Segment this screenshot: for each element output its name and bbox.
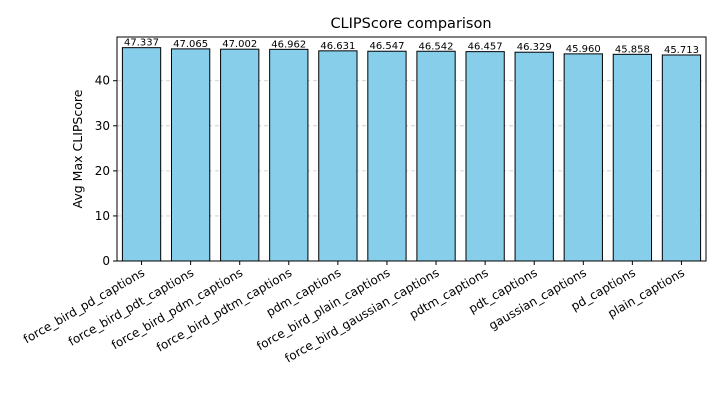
x-axis: force_bird_pd_captionsforce_bird_pdt_cap… [21, 261, 687, 365]
bar [121, 47, 162, 262]
bars [121, 47, 702, 262]
bar-value-label: 47.002 [222, 39, 257, 50]
value-labels: 47.337 47.065 47.002 46.962 46.631 46.547 46.5… [124, 38, 699, 56]
y-tick-label: 10 [95, 209, 110, 223]
bar [514, 51, 554, 262]
y-axis-label: Avg Max CLIPScore [70, 89, 85, 208]
bar-value-label: 46.547 [369, 41, 404, 52]
bar-value-label: 45.713 [664, 45, 699, 56]
bar-value-label: 46.457 [468, 42, 503, 53]
y-tick-label: 20 [95, 164, 110, 178]
bar [367, 50, 407, 262]
bar-value-label: 47.065 [173, 39, 208, 50]
y-tick-label: 40 [95, 74, 110, 88]
bar-value-label: 47.337 [124, 38, 159, 49]
y-tick-label: 0 [102, 254, 110, 268]
y-axis: 0 10 20 30 40 [95, 74, 117, 268]
bar [220, 48, 260, 262]
bar-value-label: 46.542 [419, 41, 454, 52]
bar-value-label: 45.960 [566, 44, 601, 55]
bar-value-label: 46.631 [320, 41, 355, 52]
bar-value-label: 46.962 [271, 39, 306, 50]
bar [416, 50, 456, 262]
bar [269, 48, 309, 262]
bar [612, 53, 653, 262]
plot-frame [116, 36, 707, 262]
bar [563, 53, 603, 262]
bar [661, 54, 702, 262]
bar-value-label: 45.858 [615, 44, 650, 55]
y-tick-label: 30 [95, 119, 110, 133]
bar [170, 48, 211, 262]
bar [465, 51, 505, 262]
chart-title: CLIPScore comparison [330, 16, 491, 32]
bar [318, 50, 358, 262]
grid-lines [117, 80, 706, 217]
bar-value-label: 46.329 [517, 42, 552, 53]
